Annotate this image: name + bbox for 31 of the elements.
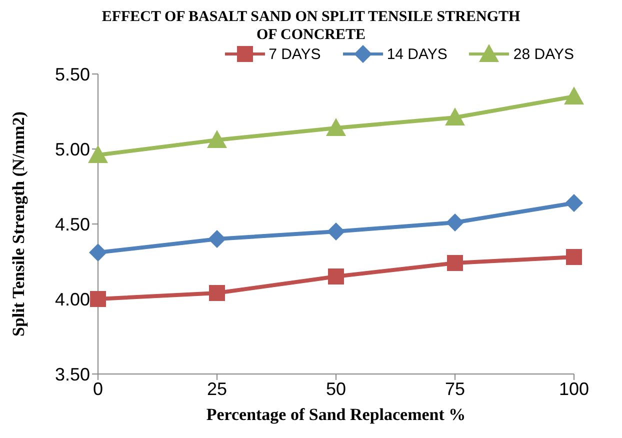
legend-label: 14 DAYS bbox=[386, 44, 448, 64]
point bbox=[447, 255, 463, 271]
y-axis-title: Split Tensile Strength (N/mm2) bbox=[9, 112, 28, 336]
y-tick-label: 3.50 bbox=[54, 364, 90, 384]
x-tick-label: 75 bbox=[444, 378, 466, 399]
y-tick-label: 5.00 bbox=[54, 139, 90, 160]
x-tick-label: 100 bbox=[558, 378, 590, 399]
y-tick-label: 4.50 bbox=[54, 214, 90, 234]
point bbox=[327, 222, 345, 240]
point bbox=[90, 291, 106, 307]
x-tick-label: 25 bbox=[206, 378, 228, 399]
y-tick-label: 5.50 bbox=[54, 64, 90, 84]
point bbox=[208, 230, 226, 248]
point bbox=[446, 214, 464, 232]
point bbox=[326, 118, 346, 136]
point bbox=[565, 194, 583, 212]
point bbox=[88, 145, 108, 163]
point bbox=[445, 108, 465, 126]
point bbox=[564, 86, 584, 104]
point bbox=[566, 249, 582, 265]
x-axis-title: Percentage of Sand Replacement % bbox=[206, 405, 466, 424]
point bbox=[328, 268, 344, 284]
legend-label: 7 DAYS bbox=[268, 44, 321, 64]
x-tick-label: 0 bbox=[92, 378, 104, 399]
point bbox=[89, 244, 107, 262]
chart-title: EFFECT OF BASALT SAND ON SPLIT TENSILE STRENGTH OF CONCRETE bbox=[100, 8, 522, 44]
y-tick-label: 4.00 bbox=[54, 289, 90, 310]
x-tick-label: 50 bbox=[326, 378, 346, 399]
legend-label: 28 DAYS bbox=[512, 44, 574, 64]
point bbox=[209, 285, 225, 301]
point bbox=[207, 130, 227, 148]
